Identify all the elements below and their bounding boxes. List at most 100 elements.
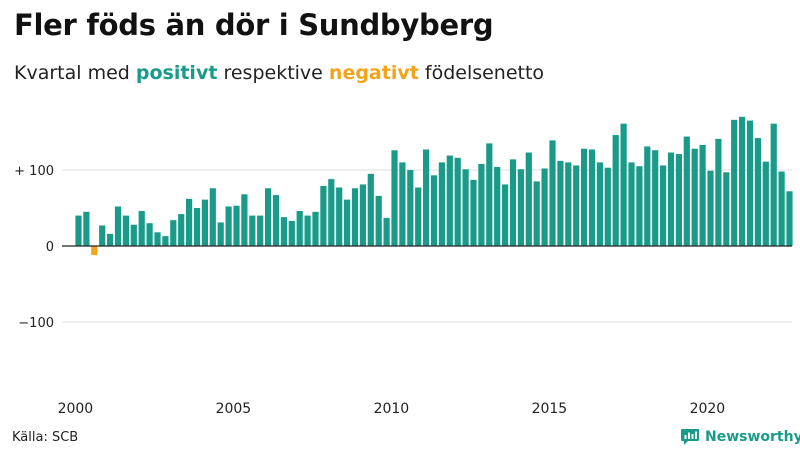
bar-positive	[557, 160, 564, 246]
bar-positive	[186, 198, 193, 246]
bar-positive	[494, 166, 501, 246]
bar-positive	[652, 150, 659, 246]
bar-positive	[517, 169, 524, 246]
bar-positive	[762, 161, 769, 246]
x-tick-label: 2015	[532, 401, 568, 417]
bar-positive	[660, 165, 667, 246]
bar-positive	[383, 217, 390, 246]
bar-positive	[533, 181, 540, 246]
x-axis-labels: 2000 2005 2010 2015 2020	[58, 401, 726, 417]
x-tick-label: 2010	[374, 401, 410, 417]
subtitle-suffix: födelsenetto	[424, 62, 545, 84]
bar-positive	[351, 188, 359, 246]
bar-positive	[731, 119, 738, 246]
bar-positive	[391, 150, 398, 246]
bar-positive	[707, 170, 714, 246]
x-tick-label: 2005	[216, 401, 252, 417]
bar-chart: + 100 0 −100 2000 2005 2010 2015 2020	[14, 116, 793, 417]
bar-positive	[541, 168, 548, 246]
bar-positive	[75, 215, 82, 246]
bar-positive	[715, 138, 722, 246]
brand-name: Newsworthy	[705, 429, 800, 445]
bar-positive	[193, 208, 201, 246]
bar-positive	[596, 162, 603, 246]
bars	[75, 116, 793, 256]
subtitle-positive-word: positivt	[135, 62, 218, 84]
source-note: Källa: SCB	[12, 430, 79, 445]
bar-positive	[581, 148, 588, 246]
bar-positive	[336, 187, 343, 246]
bar-positive	[778, 171, 785, 246]
bar-positive	[288, 220, 295, 246]
bar-positive	[265, 188, 272, 246]
bar-positive	[746, 120, 754, 246]
bar-positive	[344, 199, 351, 246]
bar-positive	[99, 225, 106, 246]
y-axis-labels: + 100 0 −100	[14, 164, 54, 331]
bar-positive	[699, 144, 706, 246]
bar-positive	[138, 211, 145, 246]
bar-positive	[786, 191, 793, 246]
bar-positive	[604, 167, 611, 246]
chart-title: Fler föds än dör i Sundbyberg	[14, 8, 494, 42]
subtitle-prefix: Kvartal med	[14, 62, 130, 84]
bar-positive	[257, 215, 264, 246]
bar-positive	[359, 184, 366, 246]
bar-positive	[770, 123, 777, 246]
y-tick-label: −100	[18, 316, 54, 331]
bar-positive	[272, 195, 280, 246]
bar-positive	[217, 222, 224, 246]
bar-positive	[438, 162, 445, 246]
bar-positive	[146, 223, 153, 246]
bar-positive	[296, 211, 303, 246]
bar-positive	[209, 188, 216, 246]
bar-positive	[399, 162, 406, 246]
bar-positive	[525, 152, 532, 246]
chart-subtitle: Kvartal med positivt respektive negativt…	[14, 62, 544, 84]
bar-positive	[233, 205, 240, 246]
bar-positive	[462, 169, 469, 246]
bar-positive	[130, 224, 137, 246]
y-tick-label: + 100	[14, 164, 54, 179]
bar-positive	[628, 162, 635, 246]
bar-positive	[154, 232, 161, 246]
subtitle-middle: respektive	[223, 62, 323, 84]
bar-positive	[423, 149, 430, 246]
bar-positive	[565, 162, 572, 246]
bar-positive	[486, 143, 493, 246]
bar-positive	[739, 116, 746, 246]
bar-positive	[225, 206, 232, 246]
bar-positive	[478, 163, 485, 246]
bar-positive	[683, 136, 690, 246]
bar-positive	[170, 220, 177, 246]
bar-positive	[162, 236, 169, 246]
bar-positive	[367, 173, 374, 246]
bar-positive	[675, 154, 682, 246]
y-tick-label: 0	[46, 240, 54, 255]
bar-positive	[114, 206, 122, 246]
bar-positive	[612, 135, 619, 246]
bar-positive	[83, 211, 90, 246]
bar-positive	[588, 149, 596, 246]
bar-positive	[178, 214, 185, 246]
bar-positive	[691, 148, 698, 246]
bar-positive	[667, 152, 675, 246]
bar-negative	[91, 246, 98, 256]
bar-positive	[320, 185, 327, 246]
x-tick-label: 2000	[58, 401, 94, 417]
bar-positive	[328, 179, 335, 246]
bar-positive	[723, 172, 730, 246]
bar-positive	[241, 194, 248, 246]
bar-positive	[509, 159, 517, 246]
bar-positive	[201, 199, 208, 246]
bar-positive	[407, 170, 414, 246]
bar-positive	[454, 157, 461, 246]
bar-positive	[375, 195, 382, 246]
bar-positive	[249, 215, 256, 246]
bar-positive	[644, 146, 651, 246]
bar-positive	[470, 179, 477, 246]
subtitle-negative-word: negativt	[328, 62, 419, 84]
bar-positive	[415, 187, 422, 246]
brand-logo[interactable]: Newsworthy	[680, 427, 800, 447]
bar-positive	[122, 215, 129, 246]
